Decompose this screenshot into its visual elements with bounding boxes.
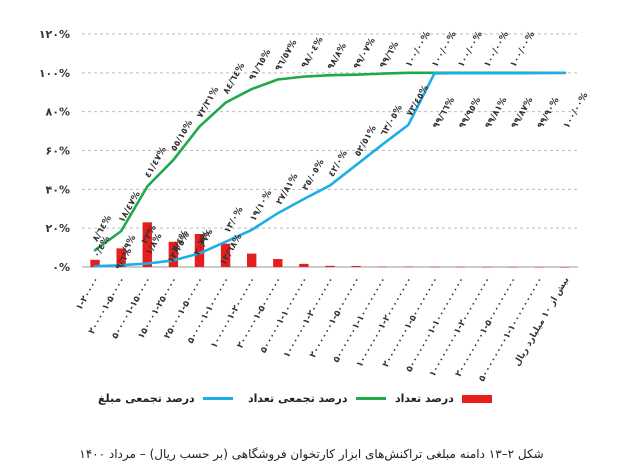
- bar: [168, 241, 179, 267]
- bar: [403, 266, 414, 268]
- bar: [481, 266, 492, 268]
- data-label-cumulative-amount: ٤٢/٠%: [327, 149, 350, 179]
- data-label-cumulative-count: ١٠٠/٠٠%: [456, 30, 485, 69]
- data-label-cumulative-amount: ٩٩/٨٧%: [510, 96, 536, 131]
- legend-key-line: [355, 397, 386, 400]
- bar: [377, 266, 387, 268]
- legend-label: درصد تجمعی تعداد: [248, 392, 348, 405]
- data-label-cumulative-amount: ٧٣/٤٥%: [405, 84, 431, 119]
- y-tick-label: ٠%: [52, 261, 70, 274]
- figure-caption: شکل ۲–۱۳ دامنه مبلغی تراکنش‌های ابزار کا…: [79, 447, 544, 461]
- data-label-cumulative-count: ٩٨/٨%: [326, 42, 349, 72]
- data-label-cumulative-count: ٩٩/٠٧%: [352, 36, 378, 71]
- x-tick-label: ۵۰۰۰۰۰۱-۱۰۰۰۰۰۰۰: [259, 276, 311, 356]
- data-label-cumulative-count: ١٠٠/٠٠%: [430, 30, 459, 69]
- bar: [194, 233, 205, 267]
- bar: [90, 259, 100, 267]
- legend-key-line: [202, 397, 233, 400]
- y-tick-label: ۶٠%: [46, 145, 70, 158]
- bar: [325, 265, 335, 267]
- bar: [273, 259, 283, 267]
- legend-label: درصد تعداد: [395, 392, 454, 405]
- data-label-cumulative-amount: ٣٥/٠٥%: [301, 158, 327, 193]
- bar: [351, 266, 361, 267]
- bar: [455, 266, 466, 268]
- data-label-cumulative-amount: ٩٩/٦٦%: [431, 96, 457, 131]
- legend-item-cumulative-count: درصد تجمعی تعداد: [248, 392, 386, 405]
- y-tick-label: ١٠٠%: [39, 67, 70, 80]
- bar: [142, 222, 152, 267]
- data-label-cumulative-count: ١٠٠/٠٠%: [483, 30, 512, 69]
- bar: [299, 263, 309, 267]
- bar: [246, 253, 257, 267]
- data-label-cumulative-count: ٩٩/٦%: [378, 40, 401, 70]
- data-label-cumulative-count: ٩٦/٥٧%: [274, 38, 300, 73]
- data-label-cumulative-amount: ١٠٠/٠٠%: [562, 91, 591, 130]
- legend-key-bar: [461, 394, 492, 403]
- data-label-cumulative-count: ٧٢/٣١%: [195, 85, 221, 120]
- data-label-cumulative-amount: ٩٩/٩٥%: [457, 96, 483, 131]
- data-label-cumulative-count: ١٠٠/٠٠%: [509, 30, 538, 69]
- data-label-cumulative-amount: ٩٩/٨١%: [484, 96, 510, 131]
- x-tick-label: ۱۰۰۰۰۰۰۱-۲۰۰۰۰۰۰۰: [282, 276, 336, 360]
- y-tick-label: ١٢٠%: [39, 28, 70, 41]
- x-tick-label: ۲۰۰۰۰۰۰۱-۵۰۰۰۰۰۰۰: [308, 276, 362, 360]
- bar: [220, 243, 231, 267]
- legend-item-cumulative-amount: درصد تجمعی مبلغ: [98, 392, 233, 405]
- series-line: [93, 71, 567, 268]
- data-label-cumulative-amount: ١٣/٠%: [223, 205, 246, 235]
- x-tick-label: ۱-۲۰۰۰۰: [75, 276, 102, 313]
- legend-label: درصد تجمعی مبلغ: [98, 392, 195, 405]
- data-label-cumulative-count: ٩١/٦٥%: [248, 48, 274, 83]
- data-label-cumulative-count: ٩٨/٠٤%: [300, 35, 326, 70]
- data-label-cumulative-count: ٨٤/٦٤%: [222, 61, 248, 96]
- series-line: [93, 71, 567, 252]
- data-label-cumulative-count: ١٠٠/٠٠%: [404, 30, 433, 69]
- bar: [560, 266, 570, 268]
- data-label-cumulative-amount: ٩٩/٩٠%: [536, 96, 562, 131]
- y-tick-label: ٨٠%: [46, 106, 70, 119]
- bar: [534, 266, 544, 268]
- bar: [116, 248, 126, 267]
- legend: درصد تعداد درصد تجمعی تعداد درصد تجمعی م…: [0, 392, 623, 414]
- y-tick-label: ۴٠%: [46, 183, 70, 196]
- legend-item-count-percent: درصد تعداد: [395, 392, 492, 405]
- data-label-cumulative-count: ١٨/٤٧%: [117, 190, 143, 225]
- bar: [508, 266, 518, 268]
- data-label-cumulative-amount: ٥٢/٥١%: [353, 124, 379, 159]
- data-label-cumulative-amount: ٦٣/٠٥%: [379, 103, 405, 138]
- bar: [429, 266, 440, 268]
- y-tick-label: ٢٠%: [46, 222, 70, 235]
